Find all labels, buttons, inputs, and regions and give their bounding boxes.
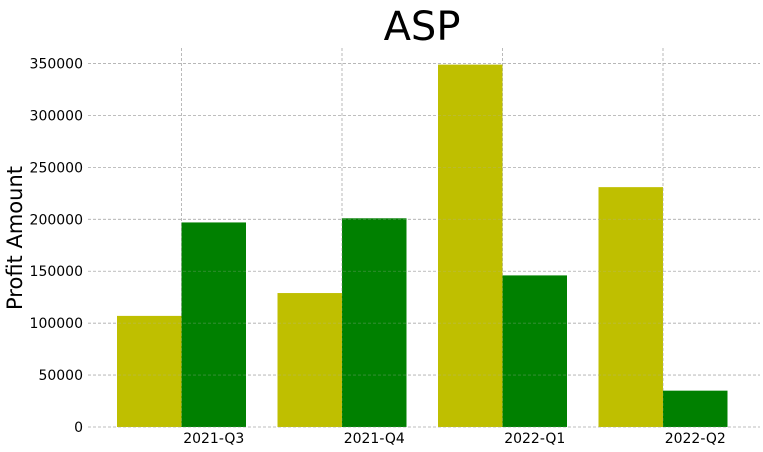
y-tick-label: 50000 [38, 368, 83, 384]
bar-series-2-2022-q2 [663, 390, 728, 427]
y-tick-label: 300000 [30, 108, 83, 124]
y-axis-tick-labels: 0 50000 100000 150000 200000 250000 300000 3500… [30, 57, 83, 436]
bars [117, 64, 728, 427]
chart-title: ASP [384, 4, 461, 50]
x-tick-label: 2021-Q4 [344, 431, 405, 447]
x-axis-tick-labels: 2021-Q3 2021-Q4 2022-Q1 2022-Q2 [183, 431, 726, 447]
gridlines-overlay [88, 48, 760, 428]
bar-series-2-2021-q3 [181, 222, 246, 427]
bar-series-2-2022-q1 [502, 275, 567, 427]
bar-series-1-2022-q1 [438, 64, 503, 427]
y-tick-label: 200000 [30, 212, 83, 228]
y-axis-label: Profit Amount [3, 166, 27, 310]
bar-series-1-2021-q3 [117, 315, 182, 427]
y-tick-label: 350000 [30, 57, 83, 73]
y-tick-label: 250000 [30, 160, 83, 176]
bar-series-1-2021-q4 [277, 293, 342, 427]
y-tick-label: 100000 [30, 316, 83, 332]
x-tick-label: 2021-Q3 [183, 431, 244, 447]
bar-series-1-2022-q2 [598, 187, 663, 427]
y-tick-label: 150000 [30, 264, 83, 280]
y-tick-label: 0 [74, 420, 83, 436]
bar-series-2-2021-q4 [342, 218, 407, 427]
x-tick-label: 2022-Q2 [665, 431, 726, 447]
x-tick-label: 2022-Q1 [504, 431, 565, 447]
